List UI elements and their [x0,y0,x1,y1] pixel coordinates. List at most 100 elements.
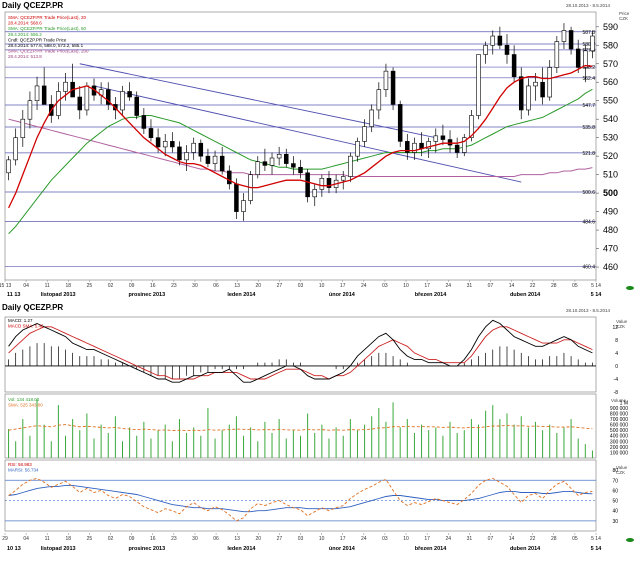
candle-body-45 [326,178,332,188]
candle-body-63 [454,144,460,153]
rsi-xtick-15: 10 [319,536,325,542]
price-xtick-28: 5 14 [591,283,601,289]
rsi-month-5: březen 2014 [415,546,447,552]
rsi-ytick-4: 70 [612,478,618,484]
price-legend-0: SMA: QCEZP.PR Trade Price(Last), 20 [8,15,86,20]
rsi-xtick-13: 27 [277,536,283,542]
candle-body-81 [583,50,588,68]
rsi-xtick-2: 11 [45,536,50,542]
candle-body-36 [262,161,268,166]
volume-ytick-7: 800 000 [610,411,628,417]
macd-legend-0: MACD: 1.27 [8,318,33,323]
price-xtick-24: 14 [509,283,515,289]
candle-body-70 [504,44,510,55]
price-panel-range: 28.10.2013 - 8.5.2014 [566,3,611,8]
candle-body-5 [41,85,47,105]
price-month-1: listopad 2013 [41,292,76,298]
candle-body-22 [162,141,168,148]
price-ytick-1: 470 [603,244,618,254]
trendline-1 [93,85,522,183]
rsi-xtick-4: 25 [87,536,93,542]
macd-ytick-1: -4 [614,377,619,383]
candle-body-68 [490,35,496,46]
rsi-month-6: duben 2014 [510,546,541,552]
price-ytick-2: 480 [603,225,618,235]
lower-panel-title: Daily QCEZP.PR [2,303,63,312]
macd-ytick-3: 4 [615,351,618,357]
candle-body-67 [483,44,488,55]
volume-axis-name: Volume [611,398,627,403]
macd-ytick-5: 12 [612,325,618,331]
price-ytick-4: 500 [603,188,618,198]
candle-body-65 [469,115,474,138]
candle-body-52 [376,89,382,111]
candle-body-57 [412,142,417,153]
marsi-line [8,484,593,513]
macd-axis-name: Value [616,319,628,324]
rsi-month-3: leden 2014 [227,546,256,552]
price-xtick-26: 28 [551,283,557,289]
price-xtick-1: 04 [23,283,29,289]
candle-body-51 [369,109,374,127]
volume-ytick-9: 1 M [620,400,628,406]
price-xtick-12: 20 [256,283,262,289]
candle-body-72 [518,76,524,111]
price-legend-3: 28.4.2014: 556.2 [8,32,42,37]
price-panel-title: Daily QCEZP.PR [2,1,63,10]
rsi-legend-1: MARSI: 56.734 [8,468,39,473]
price-xtick-25: 22 [530,283,536,289]
candle-body-31 [227,170,232,185]
candle-body-47 [340,176,346,181]
candle-body-8 [63,81,68,92]
candle-body-4 [34,85,40,102]
price-axis-currency: CZK [619,16,628,21]
volume-ytick-8: 900 000 [610,406,628,412]
candle-body-11 [84,85,90,111]
candle-body-76 [547,67,552,98]
candle-body-78 [561,30,567,42]
price-xtick-20: 17 [424,283,430,289]
candle-body-75 [540,81,545,98]
rsi-axis-name: Value [616,465,628,470]
price-xtick-22: 31 [467,283,473,289]
lower-panel-range: 28.10.2013 - 8.5.2014 [566,308,611,313]
price-month-2: prosinec 2013 [128,292,165,298]
rsi-xtick-11: 13 [234,536,240,542]
candle-body-71 [511,54,517,77]
volume-ytick-2: 300 000 [610,439,628,445]
price-ytick-5: 510 [603,170,618,180]
macd-line [8,319,593,383]
candle-body-26 [191,142,196,153]
rsi-month-1: listopad 2013 [41,546,76,552]
price-level-label-6: 535.8 [582,125,595,131]
macd-axis-unit: CZK [616,324,625,329]
candle-body-62 [447,139,453,146]
candle-body-0 [6,159,11,174]
rsi-xtick-19: 10 [403,536,409,542]
price-xtick-16: 17 [340,283,346,289]
price-xtick-13: 27 [277,283,283,289]
rsi-xtick-18: 03 [382,536,388,542]
price-month-6: duben 2014 [510,292,541,298]
rsi-xtick-3: 18 [66,536,72,542]
rsi-ytick-5: 80 [612,468,618,474]
price-month-4: únor 2014 [329,292,356,298]
candle-body-42 [305,172,310,198]
rsi-xtick-28: 5 14 [591,536,601,542]
price-level-label-9: 484.6 [582,220,595,226]
price-month-5: březen 2014 [415,292,447,298]
candle-body-14 [105,89,111,105]
candle-body-1 [13,137,18,161]
price-xtick-14: 03 [298,283,304,289]
volume-ytick-1: 200 000 [610,445,628,451]
rsi-xtick-9: 30 [192,536,198,542]
candle-body-48 [348,155,353,177]
volume-ytick-3: 400 000 [610,434,628,440]
macd-ytick-2: 0 [615,364,618,370]
rsi-xtick-16: 17 [340,536,346,542]
rsi-plot-area [4,459,597,532]
candle-body-56 [405,141,410,153]
price-level-label-3: 568.2 [582,65,595,71]
